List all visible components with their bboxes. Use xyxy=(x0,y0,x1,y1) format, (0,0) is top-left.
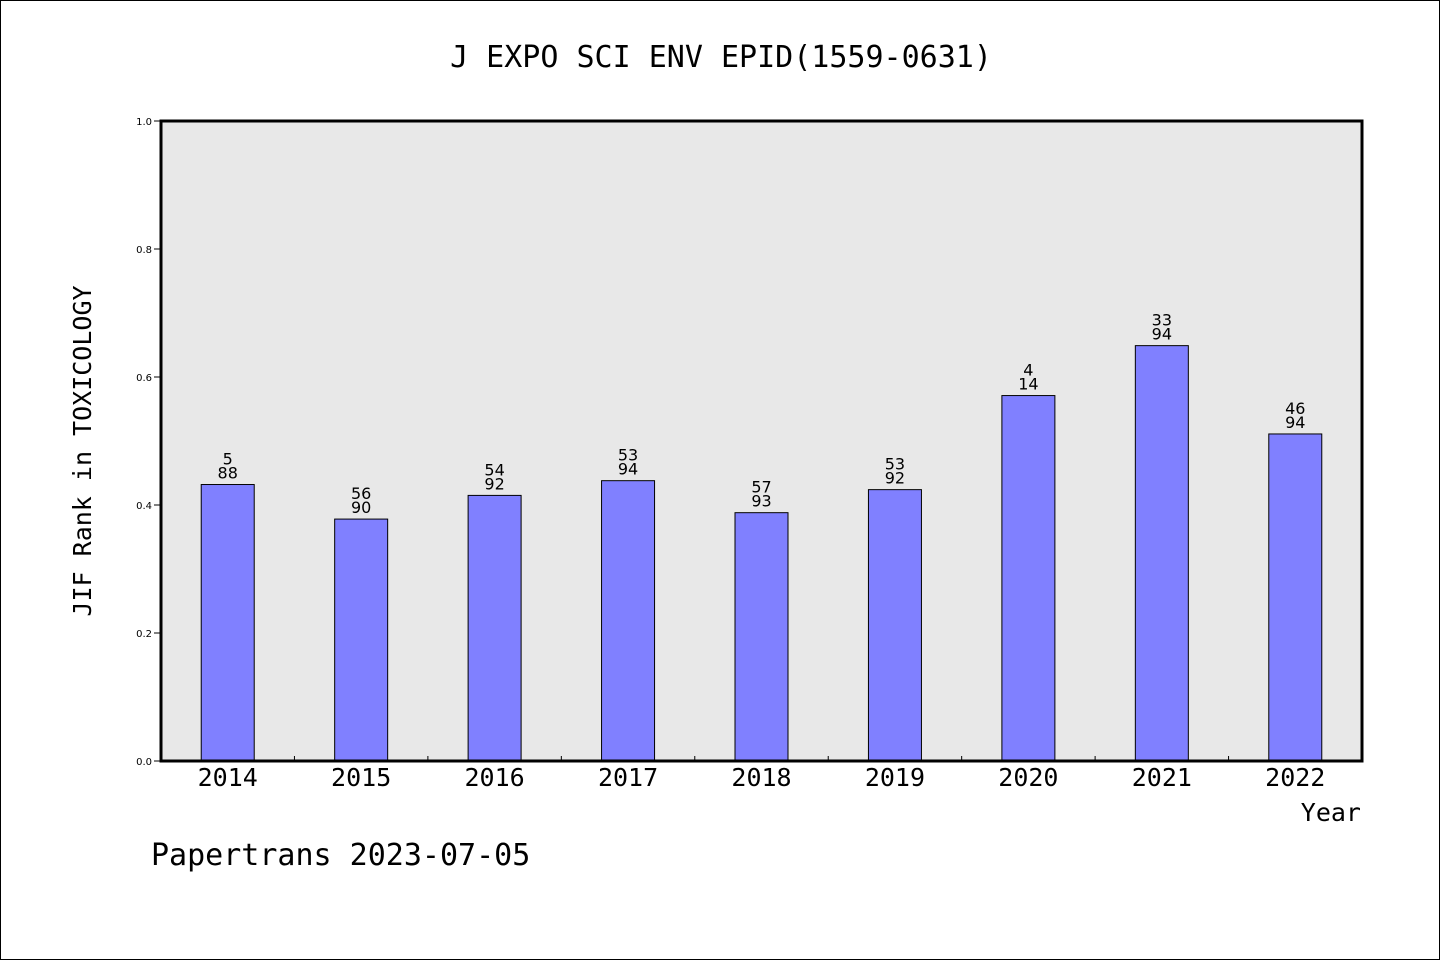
bar-label-rank: 53 xyxy=(885,455,905,474)
x-tick-label: 2020 xyxy=(998,763,1058,792)
bar-label-rank: 56 xyxy=(351,484,371,503)
bar-2022 xyxy=(1268,433,1323,762)
y-tick-label: 0.2 xyxy=(136,629,152,640)
x-tick-label: 2021 xyxy=(1132,763,1192,792)
x-axis-label: Year xyxy=(1301,798,1361,827)
bar-2018 xyxy=(734,512,789,762)
bar-label-rank: 33 xyxy=(1152,311,1172,330)
x-axis-ticks: 2014 2015 2016 2017 2018 2019 2020 2021 2022 xyxy=(198,756,1325,792)
bar-2020 xyxy=(1001,395,1056,762)
bar-2016 xyxy=(467,494,522,762)
y-tick-label: 0.6 xyxy=(136,373,152,384)
bar-label-rank: 57 xyxy=(751,478,771,497)
footer-text: Papertrans 2023-07-05 xyxy=(151,838,530,873)
x-tick-label: 2014 xyxy=(198,763,258,792)
bar-label-total: 93 xyxy=(751,492,771,511)
bar-label-total: 92 xyxy=(484,474,504,493)
bar-label-rank: 53 xyxy=(618,446,638,465)
bar-label-rank: 5 xyxy=(223,450,233,469)
x-tick-label: 2022 xyxy=(1265,763,1325,792)
y-tick-label: 0.4 xyxy=(136,501,152,512)
bars xyxy=(200,345,1323,762)
bar-label-total: 92 xyxy=(885,469,905,488)
bar-label-rank: 46 xyxy=(1285,399,1305,418)
bar-label-total: 14 xyxy=(1018,375,1038,394)
bar-label-total: 94 xyxy=(1152,325,1172,344)
y-tick-label: 0.0 xyxy=(136,757,152,768)
bar-2015 xyxy=(334,518,389,762)
bar-label-total: 94 xyxy=(618,460,638,479)
bar-2021 xyxy=(1134,345,1189,762)
bar-label-rank: 54 xyxy=(484,460,504,479)
y-tick-label: 0.8 xyxy=(136,245,152,256)
bar-label-rank: 4 xyxy=(1023,361,1033,380)
bar-2014 xyxy=(200,484,255,762)
y-axis-label: JIF Rank in TOXICOLOGY xyxy=(68,285,97,616)
y-tick-label: 1.0 xyxy=(136,117,152,128)
x-tick-label: 2017 xyxy=(598,763,658,792)
x-tick-label: 2015 xyxy=(331,763,391,792)
bar-label-total: 94 xyxy=(1285,413,1305,432)
bar-label-total: 88 xyxy=(218,464,238,483)
y-axis-ticks: 0.0 0.2 0.4 0.6 0.8 1.0 xyxy=(136,117,161,768)
bar-label-total: 90 xyxy=(351,498,371,517)
plot-frame xyxy=(159,119,1364,763)
x-tick-label: 2018 xyxy=(731,763,791,792)
x-tick-label: 2016 xyxy=(465,763,525,792)
bar-2019 xyxy=(867,489,922,762)
bar-2017 xyxy=(601,480,656,762)
x-tick-label: 2019 xyxy=(865,763,925,792)
chart-title: J EXPO SCI ENV EPID(1559-0631) xyxy=(450,40,992,75)
